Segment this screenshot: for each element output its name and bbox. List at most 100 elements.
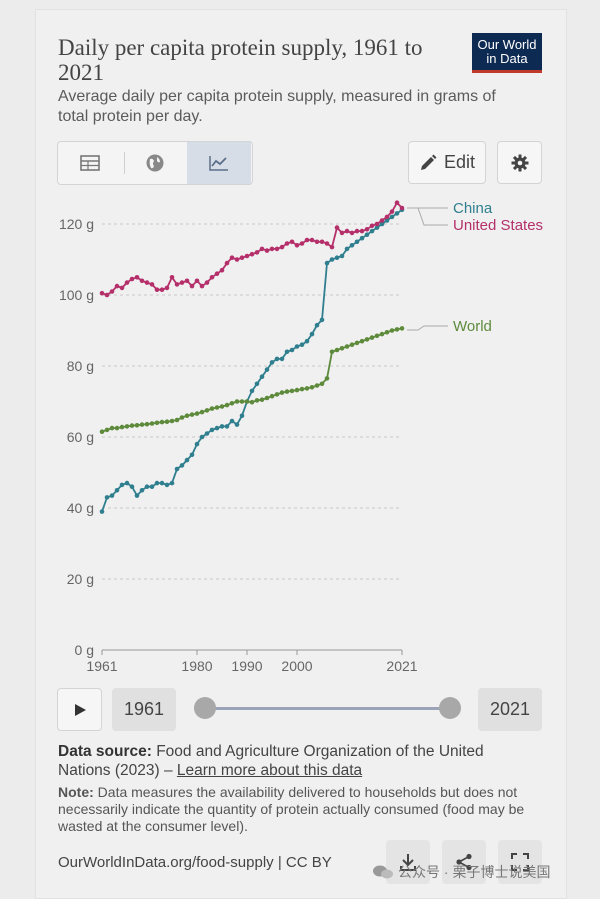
tab-chart[interactable] <box>187 142 251 184</box>
data-point-china[interactable] <box>254 381 260 387</box>
data-point-world[interactable] <box>284 389 290 394</box>
data-point-china[interactable] <box>194 441 200 447</box>
data-point-china[interactable] <box>279 356 285 362</box>
data-point-china[interactable] <box>149 484 155 490</box>
data-point-world[interactable] <box>319 381 325 387</box>
data-point-china[interactable] <box>204 431 210 436</box>
data-point-world[interactable] <box>184 413 190 419</box>
data-point-world[interactable] <box>279 390 285 395</box>
data-point-china[interactable] <box>394 211 400 216</box>
data-point-world[interactable] <box>104 427 110 433</box>
data-point-china[interactable] <box>354 239 360 245</box>
tab-table[interactable] <box>58 142 122 184</box>
data-point-world[interactable] <box>214 405 220 410</box>
data-point-world[interactable] <box>199 409 205 415</box>
data-point-china[interactable] <box>214 425 220 431</box>
data-point-united-states[interactable] <box>369 223 375 229</box>
data-point-world[interactable] <box>369 335 375 340</box>
data-point-world[interactable] <box>354 340 360 346</box>
data-point-united-states[interactable] <box>299 241 305 246</box>
data-point-world[interactable] <box>129 423 135 428</box>
timeline-start-handle[interactable] <box>194 697 216 719</box>
data-point-united-states[interactable] <box>249 251 255 257</box>
license-text[interactable]: OurWorldInData.org/food-supply | CC BY <box>58 854 332 871</box>
data-point-united-states[interactable] <box>314 239 320 245</box>
data-point-china[interactable] <box>189 452 195 458</box>
data-point-china[interactable] <box>274 356 280 362</box>
data-point-world[interactable] <box>174 417 180 423</box>
data-point-united-states[interactable] <box>364 227 370 232</box>
data-point-united-states[interactable] <box>384 214 390 220</box>
data-point-world[interactable] <box>239 399 245 404</box>
data-point-world[interactable] <box>179 415 185 420</box>
data-point-china[interactable] <box>379 221 385 227</box>
data-point-china[interactable] <box>219 424 225 429</box>
data-point-china[interactable] <box>129 484 135 490</box>
data-point-world[interactable] <box>99 429 105 435</box>
data-point-world[interactable] <box>329 349 335 355</box>
data-point-united-states[interactable] <box>189 283 195 289</box>
data-point-china[interactable] <box>259 374 265 380</box>
data-point-world[interactable] <box>314 383 320 388</box>
data-point-china[interactable] <box>369 228 375 234</box>
data-point-china[interactable] <box>119 482 125 488</box>
data-point-china[interactable] <box>389 214 395 220</box>
data-point-united-states[interactable] <box>339 230 345 236</box>
data-point-united-states[interactable] <box>374 221 380 227</box>
data-point-world[interactable] <box>204 408 210 413</box>
data-point-united-states[interactable] <box>294 243 300 248</box>
timeline-track[interactable] <box>205 707 450 710</box>
data-point-united-states[interactable] <box>199 283 205 289</box>
data-point-world[interactable] <box>134 423 140 428</box>
data-point-united-states[interactable] <box>234 257 240 262</box>
data-point-united-states[interactable] <box>179 280 185 285</box>
data-point-china[interactable] <box>299 342 305 348</box>
download-button[interactable] <box>386 840 430 884</box>
data-point-united-states[interactable] <box>304 237 310 243</box>
data-point-world[interactable] <box>219 404 225 409</box>
data-point-world[interactable] <box>144 421 150 427</box>
play-button[interactable] <box>57 688 102 731</box>
data-point-china[interactable] <box>109 493 115 498</box>
data-point-united-states[interactable] <box>279 244 285 250</box>
data-point-united-states[interactable] <box>194 278 200 284</box>
owid-logo[interactable]: Our World in Data <box>472 33 542 73</box>
data-point-world[interactable] <box>114 425 120 431</box>
data-point-world[interactable] <box>234 399 240 404</box>
data-point-china[interactable] <box>324 260 330 266</box>
data-point-china[interactable] <box>339 253 345 259</box>
data-point-china[interactable] <box>174 466 180 472</box>
data-point-world[interactable] <box>164 419 170 425</box>
data-point-china[interactable] <box>114 488 120 493</box>
data-point-china[interactable] <box>224 424 230 429</box>
fullscreen-button[interactable] <box>498 840 542 884</box>
data-point-china[interactable] <box>304 338 310 344</box>
data-point-world[interactable] <box>139 422 145 427</box>
data-point-china[interactable] <box>199 434 205 440</box>
data-point-united-states[interactable] <box>359 228 365 234</box>
data-point-world[interactable] <box>154 420 160 426</box>
data-point-united-states[interactable] <box>209 275 215 280</box>
data-point-united-states[interactable] <box>134 275 140 280</box>
data-point-china[interactable] <box>99 509 105 514</box>
data-point-united-states[interactable] <box>174 282 180 287</box>
data-point-world[interactable] <box>244 399 250 404</box>
data-point-world[interactable] <box>124 424 130 429</box>
data-point-united-states[interactable] <box>224 260 230 266</box>
data-point-china[interactable] <box>384 218 390 223</box>
data-point-world[interactable] <box>299 386 305 392</box>
data-point-united-states[interactable] <box>124 280 130 285</box>
data-point-world[interactable] <box>264 395 270 401</box>
data-point-world[interactable] <box>384 330 390 335</box>
data-point-united-states[interactable] <box>159 287 165 293</box>
data-point-united-states[interactable] <box>114 283 120 289</box>
data-point-world[interactable] <box>189 412 195 417</box>
data-point-china[interactable] <box>314 322 320 328</box>
data-point-united-states[interactable] <box>349 230 355 236</box>
settings-button[interactable] <box>497 141 542 184</box>
data-point-china[interactable] <box>104 495 110 500</box>
data-point-china[interactable] <box>184 457 190 463</box>
data-point-united-states[interactable] <box>344 228 350 234</box>
data-point-china[interactable] <box>309 331 315 337</box>
data-point-united-states[interactable] <box>109 289 115 294</box>
